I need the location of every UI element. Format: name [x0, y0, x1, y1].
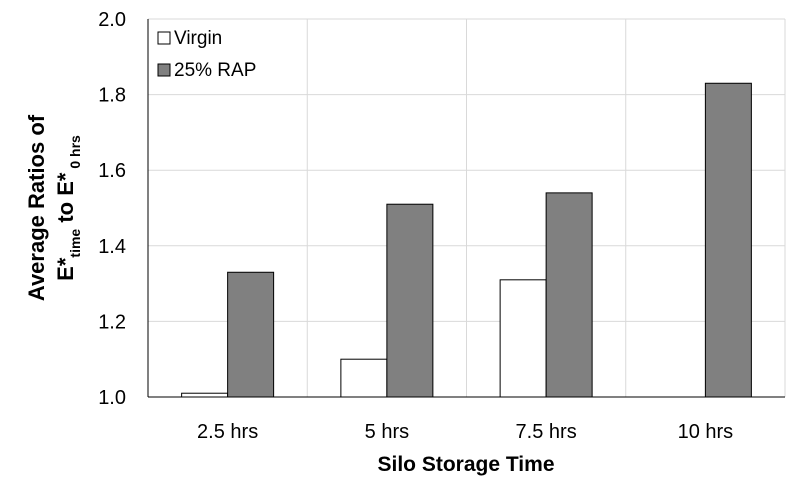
bar-rap-3 — [545, 192, 593, 398]
bar-virgin-1 — [181, 392, 229, 398]
axes — [147, 19, 785, 398]
y-axis-label-line1: Average Ratios of — [24, 114, 49, 301]
x-tick-label: 10 hrs — [678, 421, 734, 443]
bar-virgin-3 — [499, 279, 547, 398]
bar-rap-4 — [704, 82, 752, 398]
y-tick-label: 1.4 — [98, 236, 126, 258]
x-tick-label: 7.5 hrs — [516, 421, 577, 443]
y-label-to: to — [53, 196, 78, 229]
x-tick-labels: 2.5 hrs 5 hrs 7.5 hrs 10 hrs — [197, 421, 733, 443]
bar-virgin-2 — [340, 358, 388, 398]
y-axis-label: Average Ratios of E*time to E* 0 hrs — [24, 114, 83, 301]
y-label-e1: E* — [53, 257, 78, 281]
y-tick-label: 1.6 — [98, 160, 126, 182]
legend-label: Virgin — [174, 28, 222, 49]
legend-label: 25% RAP — [174, 60, 256, 81]
grid-lines — [148, 18, 786, 397]
legend-item: Virgin — [157, 28, 222, 49]
bar-rap-2 — [386, 203, 434, 398]
legend-item: 25% RAP — [157, 60, 256, 81]
y-tick-label: 2.0 — [98, 9, 126, 31]
x-axis-label: Silo Storage Time — [378, 453, 555, 476]
y-label-e2: E* — [53, 172, 78, 196]
x-tick-label: 2.5 hrs — [197, 421, 258, 443]
y-tick-label: 1.2 — [98, 311, 126, 333]
y-tick-label: 1.8 — [98, 85, 126, 107]
y-tick-labels: 1.0 1.2 1.4 1.6 1.8 2.0 — [98, 9, 126, 409]
y-axis-label-line2: E*time to E* 0 hrs — [53, 135, 83, 281]
y-label-sub1: time — [67, 229, 83, 258]
x-tick-label: 5 hrs — [365, 421, 409, 443]
legend: Virgin 25% RAP — [157, 28, 256, 81]
y-label-sub2: 0 hrs — [67, 135, 83, 173]
legend-swatch — [157, 63, 171, 77]
legend-swatch — [157, 31, 171, 45]
bars — [181, 82, 752, 398]
y-tick-label: 1.0 — [98, 387, 126, 409]
bar-rap-1 — [227, 271, 275, 398]
